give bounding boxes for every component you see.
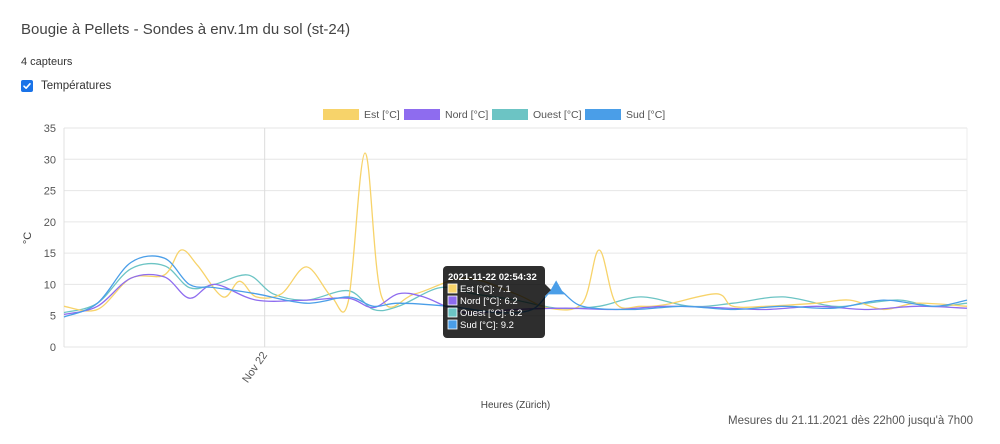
y-tick-label: 35 bbox=[44, 123, 56, 135]
legend-label: Sud [°C] bbox=[626, 109, 665, 121]
tooltip-line: Sud [°C]: 9.2 bbox=[460, 320, 514, 331]
toggle-label: Températures bbox=[41, 80, 112, 92]
checkbox-checked-icon[interactable] bbox=[21, 80, 33, 92]
tooltip-swatch bbox=[447, 283, 458, 294]
y-tick-label: 15 bbox=[44, 248, 56, 260]
tooltip-line: Nord [°C]: 6.2 bbox=[460, 296, 518, 307]
legend-swatch bbox=[323, 109, 359, 120]
y-tick-label: 5 bbox=[50, 311, 56, 323]
sensor-count: 4 capteurs bbox=[21, 56, 73, 68]
tooltip-box bbox=[443, 266, 545, 338]
y-tick-label: 30 bbox=[44, 154, 56, 166]
temperatures-toggle[interactable]: Températures bbox=[21, 80, 111, 92]
legend-swatch bbox=[585, 109, 621, 120]
page-title: Bougie à Pellets - Sondes à env.1m du so… bbox=[21, 21, 351, 38]
y-tick-label: 20 bbox=[44, 217, 56, 229]
hover-point-marker bbox=[548, 280, 565, 295]
tooltip-swatch bbox=[447, 307, 458, 318]
measurement-range: Mesures du 21.11.2021 dès 22h00 jusqu'à … bbox=[728, 415, 973, 427]
y-tick-label: 0 bbox=[50, 342, 56, 354]
series-line-nord bbox=[63, 273, 968, 316]
tooltip-swatch bbox=[447, 295, 458, 306]
legend-label: Est [°C] bbox=[364, 109, 400, 121]
tooltip-caret bbox=[545, 284, 551, 296]
tooltip-line: Ouest [°C]: 6.2 bbox=[460, 308, 522, 319]
y-tick-label: 25 bbox=[44, 186, 56, 198]
x-axis-title: Heures (Zürich) bbox=[481, 400, 550, 411]
legend-label: Nord [°C] bbox=[445, 109, 488, 121]
x-tick-label: Nov 22 bbox=[240, 350, 270, 385]
chart-legend: Est [°C] Nord [°C] Ouest [°C] Sud [°C] bbox=[323, 109, 665, 121]
y-tick-label: 10 bbox=[44, 279, 56, 291]
legend-label: Ouest [°C] bbox=[533, 109, 582, 121]
legend-swatch bbox=[492, 109, 528, 120]
tooltip-line: Est [°C]: 7.1 bbox=[460, 284, 511, 295]
y-axis-title: °C bbox=[22, 232, 34, 244]
tooltip-time: 2021-11-22 02:54:32 bbox=[448, 272, 537, 283]
series-line-est bbox=[63, 152, 968, 313]
tooltip-swatch bbox=[447, 319, 458, 330]
legend-swatch bbox=[404, 109, 440, 120]
